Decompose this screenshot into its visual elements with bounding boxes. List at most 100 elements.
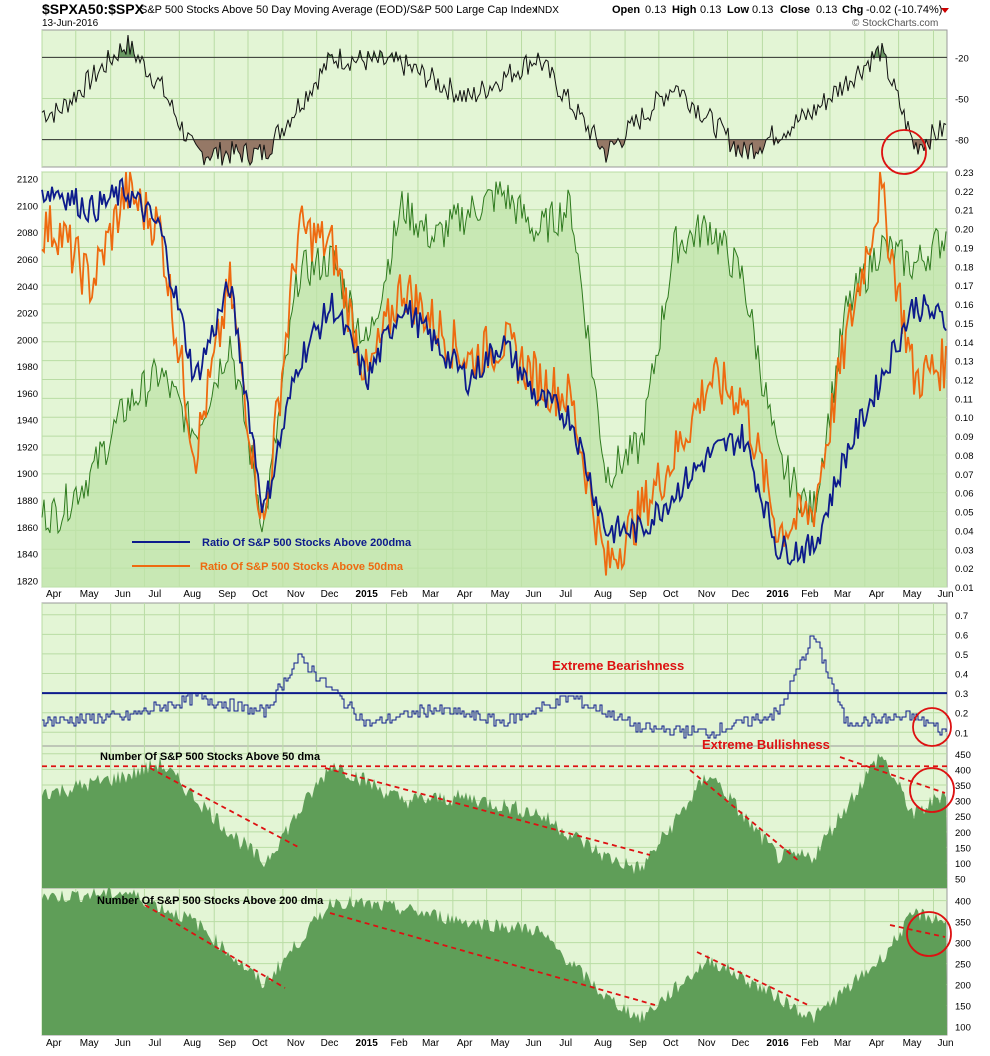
chg-label: Chg [842, 4, 863, 16]
axis-layer: Apr Apr May May Jun Jun Jul Jul Aug Aug Sep Sep Oct O… [17, 53, 974, 1049]
x-tick-label-bottom: Apr [46, 1038, 62, 1049]
x-tick-label-top: 2016 [766, 589, 789, 600]
x-tick-label-top: May [903, 589, 922, 600]
x-tick-label-bottom: Sep [629, 1038, 647, 1049]
highlight-circle-count50 [909, 767, 955, 813]
x-tick-label-top: Apr [457, 589, 473, 600]
line-layer [41, 35, 947, 768]
y-tick-label: 0.15 [955, 319, 974, 330]
trend-line-count50-4 [839, 756, 946, 794]
y-tick-label: 150 [955, 843, 971, 854]
y-tick-label-left: 2020 [17, 309, 38, 320]
y-tick-label-left: 1840 [17, 550, 38, 561]
ratio-50dma-line [41, 171, 947, 576]
trend-line-count200-3 [696, 951, 809, 1006]
y-tick-label-left: 1960 [17, 389, 38, 400]
ratio-band-line [42, 635, 947, 739]
y-tick-label: 0.21 [955, 206, 974, 217]
x-tick-label-top: Aug [183, 589, 201, 600]
y-tick-label: 0.08 [955, 451, 974, 462]
x-tick-label-top: 2015 [356, 589, 379, 600]
high-label: High [672, 4, 697, 16]
down-arrow-icon [941, 8, 949, 13]
x-tick-label-bottom: Aug [594, 1038, 612, 1049]
count50-title: Number Of S&P 500 Stocks Above 50 dma [100, 751, 321, 763]
x-tick-label-bottom: Mar [834, 1038, 852, 1049]
chart-date: 13-Jun-2016 [42, 18, 99, 29]
y-tick-label-left: 2060 [17, 255, 38, 266]
y-tick-label-left: 1900 [17, 469, 38, 480]
highlight-circle-indicator [881, 129, 927, 175]
y-tick-label-left: 1820 [17, 576, 38, 587]
y-tick-label-left: 1860 [17, 523, 38, 534]
y-tick-label: 250 [955, 960, 971, 971]
y-tick-label: 0.06 [955, 489, 974, 500]
y-tick-label: 0.1 [955, 728, 968, 739]
x-tick-label-top: Jun [937, 589, 953, 600]
y-tick-label: 0.18 [955, 262, 974, 273]
y-tick-label: 100 [955, 859, 971, 870]
y-tick-label: 350 [955, 781, 971, 792]
y-tick-label: 0.02 [955, 564, 974, 575]
x-tick-label-top: May [491, 589, 510, 600]
x-tick-label-top: Aug [594, 589, 612, 600]
x-tick-label-top: Sep [629, 589, 647, 600]
x-tick-label-top: Nov [287, 589, 305, 600]
x-tick-label-top: Feb [390, 589, 408, 600]
y-tick-label: 300 [955, 797, 971, 808]
x-tick-label-bottom: May [491, 1038, 510, 1049]
x-tick-label-top: Nov [698, 589, 716, 600]
indicator-oversold-fill [42, 139, 947, 166]
y-tick-label: 400 [955, 765, 971, 776]
y-tick-label-left: 2000 [17, 335, 38, 346]
y-tick-label-left: 1920 [17, 442, 38, 453]
open-label: Open [612, 4, 640, 16]
y-tick-label: -20 [955, 53, 969, 64]
area-layer [42, 35, 947, 1035]
low-value: 0.13 [752, 4, 773, 16]
y-tick-label: -80 [955, 136, 969, 147]
open-value: 0.13 [645, 4, 666, 16]
y-tick-label: 0.5 [955, 650, 968, 661]
y-tick-label: 0.23 [955, 168, 974, 179]
count50-area [42, 753, 947, 888]
x-tick-label-top: Dec [732, 589, 750, 600]
x-tick-label-bottom: Jul [148, 1038, 161, 1049]
x-tick-label-bottom: Aug [183, 1038, 201, 1049]
legend-label-200dma: Ratio Of S&P 500 Stocks Above 200dma [202, 537, 412, 549]
x-tick-label-bottom: Jul [559, 1038, 572, 1049]
y-tick-label: 0.04 [955, 526, 974, 537]
annotation-extreme-bullishness: Extreme Bullishness [702, 737, 830, 752]
ohlc-readout: Open 0.13 High 0.13 Low 0.13 Close 0.13 … [612, 4, 942, 16]
y-tick-label: 0.05 [955, 508, 974, 519]
x-tick-label-top: Feb [801, 589, 819, 600]
y-tick-label-left: 1980 [17, 362, 38, 373]
x-tick-label-bottom: Feb [801, 1038, 819, 1049]
chart-description: S&P 500 Stocks Above 50 Day Moving Avera… [140, 4, 538, 16]
y-tick-label: 0.2 [955, 709, 968, 720]
x-tick-label-top: Jul [559, 589, 572, 600]
trend-line-count50-1 [149, 767, 301, 849]
x-tick-label-top: Mar [422, 589, 440, 600]
x-tick-label-bottom: Nov [698, 1038, 716, 1049]
y-tick-label-left: 2080 [17, 228, 38, 239]
y-tick-label: 0.19 [955, 243, 974, 254]
x-tick-label-bottom: Apr [457, 1038, 473, 1049]
indicator-series [41, 35, 947, 167]
trend-line-count200-4 [889, 924, 946, 938]
count200-title: Number Of S&P 500 Stocks Above 200 dma [97, 895, 324, 907]
brand-label: © StockCharts.com [852, 18, 938, 29]
main-legend: Ratio Of S&P 500 Stocks Above 200dma Rat… [132, 537, 412, 573]
x-tick-label-bottom: May [903, 1038, 922, 1049]
x-tick-label-bottom: Jun [526, 1038, 542, 1049]
x-tick-label-bottom: Dec [321, 1038, 339, 1049]
y-tick-label: 0.7 [955, 611, 968, 622]
y-tick-label: -50 [955, 95, 969, 106]
spx-area [42, 181, 947, 587]
y-tick-label: 0.20 [955, 225, 974, 236]
y-tick-label: 100 [955, 1023, 971, 1034]
y-tick-label-left: 2100 [17, 201, 38, 212]
y-tick-label: 150 [955, 1002, 971, 1013]
